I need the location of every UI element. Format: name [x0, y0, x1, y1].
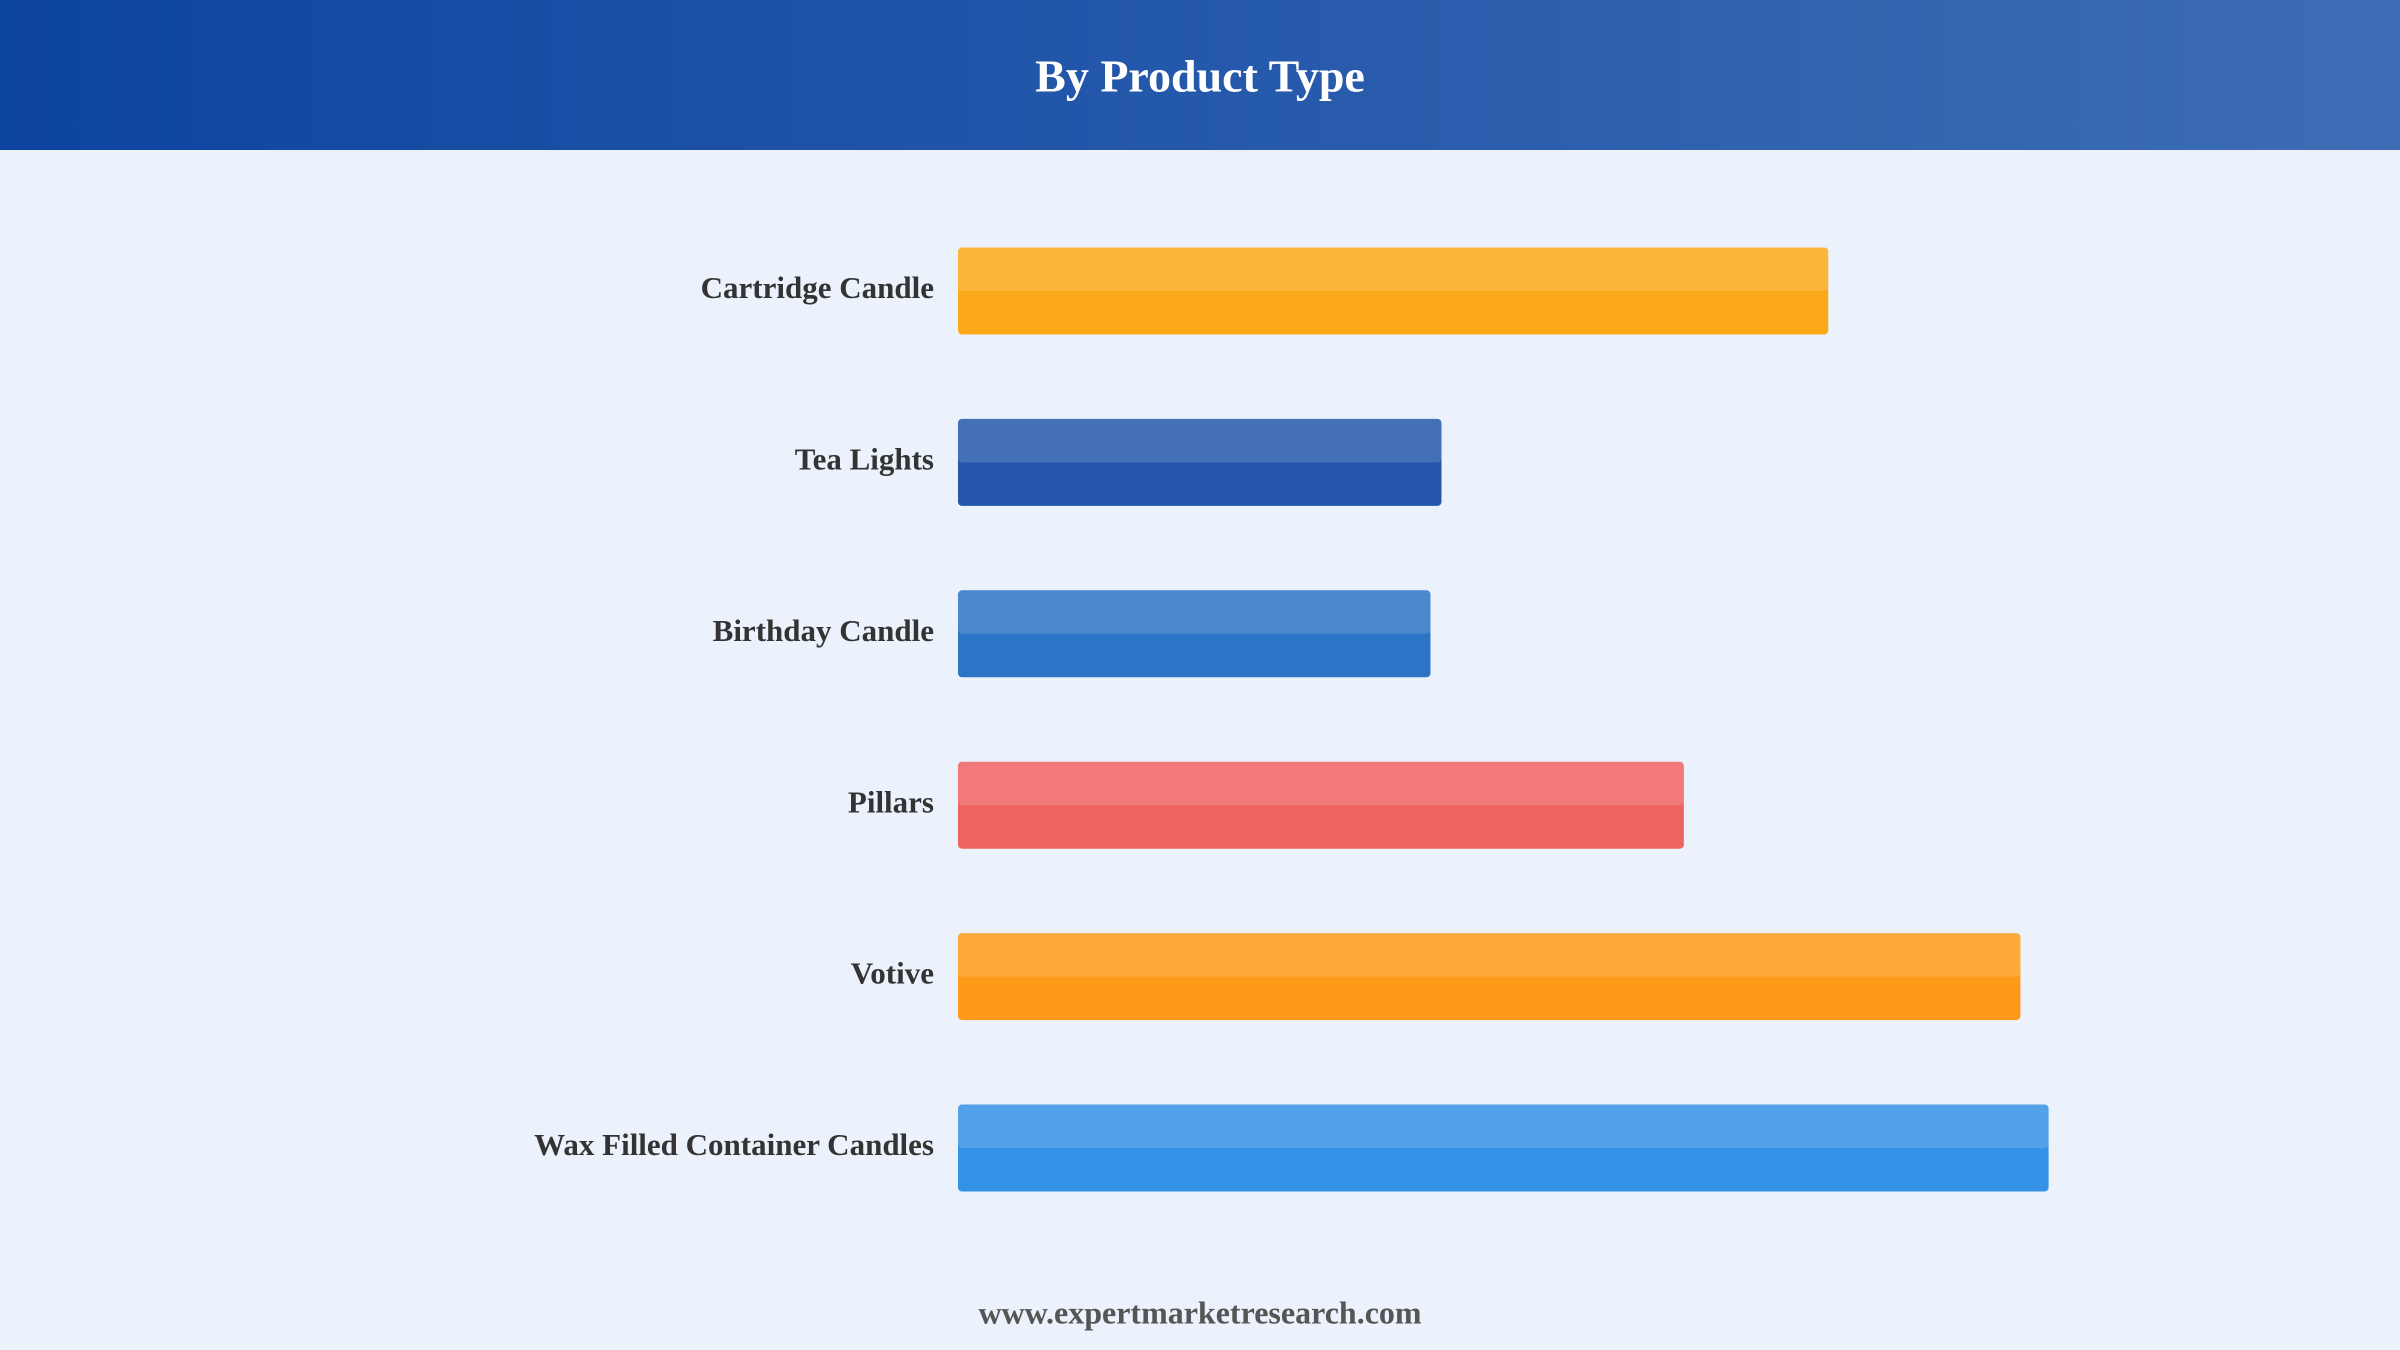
- category-label: Wax Filled Container Candles: [534, 1127, 934, 1162]
- bar: [958, 933, 2021, 1021]
- category-label: Votive: [851, 956, 934, 991]
- category-label: Birthday Candle: [713, 613, 934, 648]
- bar-highlight: [958, 590, 1431, 634]
- bar-highlight: [958, 247, 1829, 291]
- bar: [958, 590, 1431, 678]
- bar-highlight: [958, 933, 2021, 977]
- bar: [958, 761, 1684, 849]
- category-label: Cartridge Candle: [701, 270, 934, 305]
- category-label: Tea Lights: [795, 442, 934, 477]
- bar-highlight: [958, 761, 1684, 806]
- bar-highlight: [958, 418, 1442, 463]
- bar: [958, 1104, 2049, 1192]
- bar: [958, 418, 1442, 506]
- bar-highlight: [958, 1104, 2049, 1148]
- chart-title: By Product Type: [1035, 51, 1365, 102]
- header: [0, 0, 2400, 150]
- category-label: Pillars: [848, 784, 934, 819]
- bar: [958, 247, 1829, 335]
- footer: www.expertmarketresearch.com: [978, 1294, 1421, 1330]
